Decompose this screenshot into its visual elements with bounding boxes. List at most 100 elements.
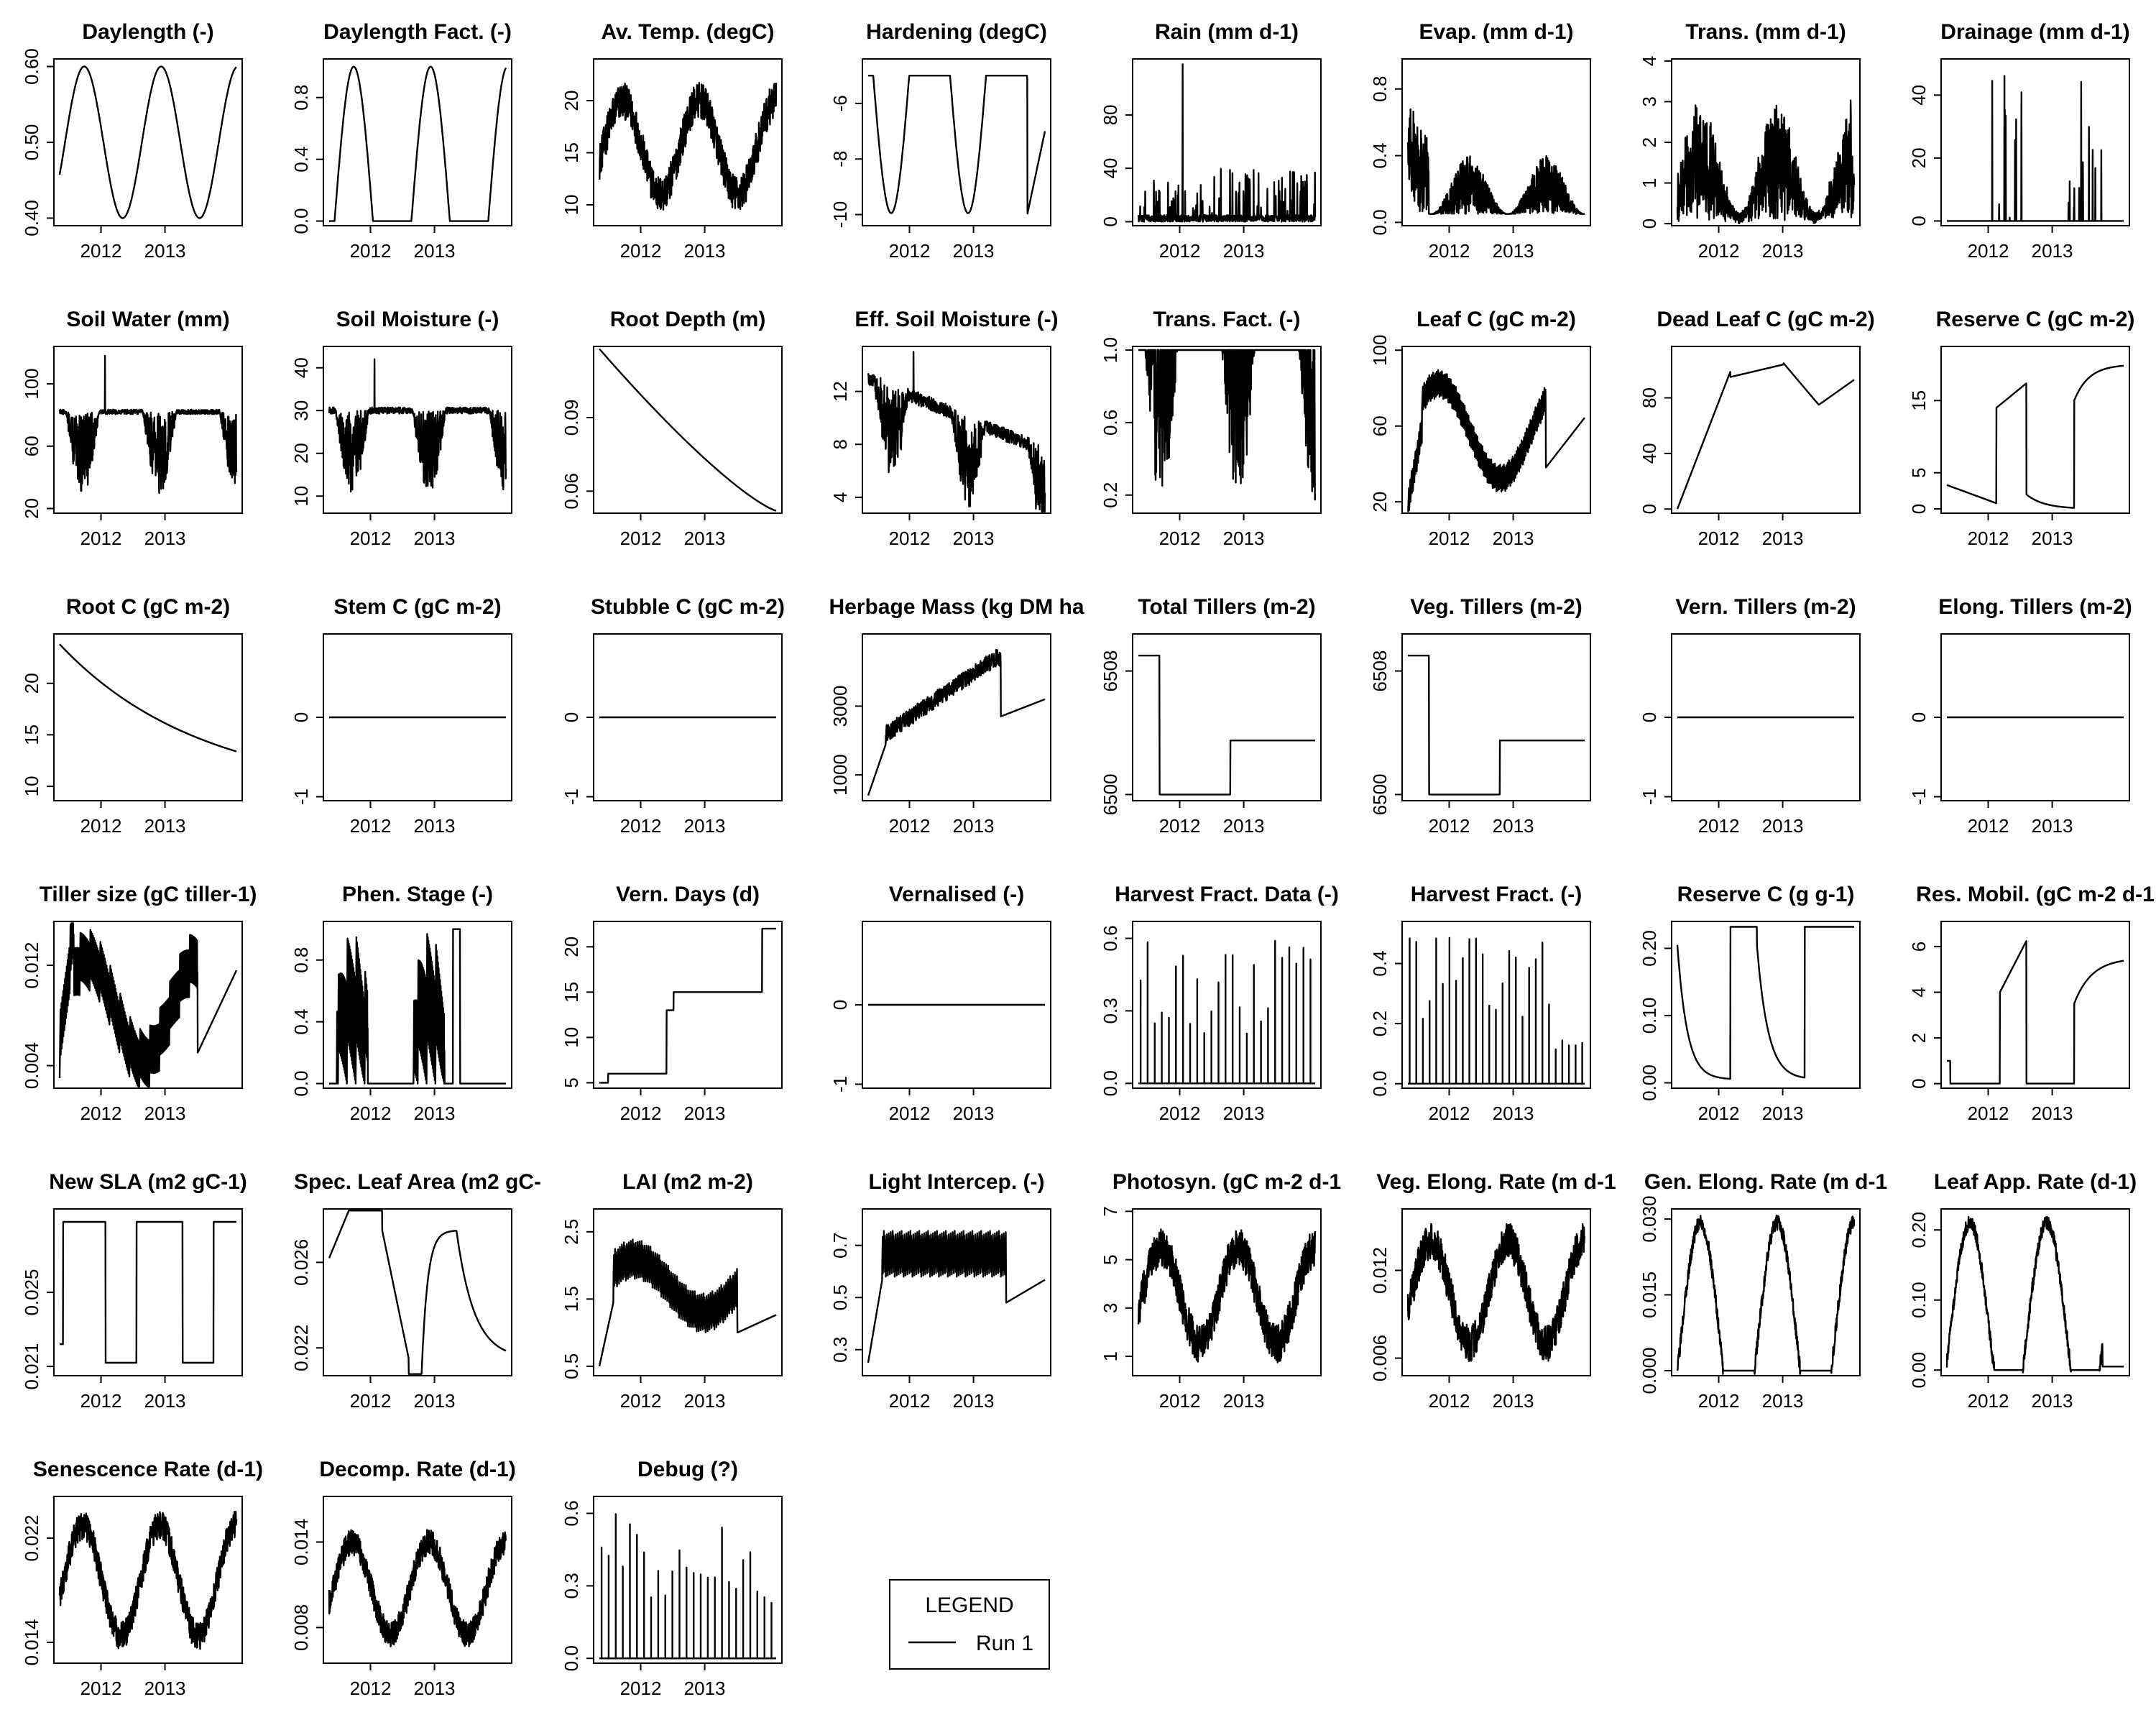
y-tick-label: 10	[561, 195, 582, 216]
y-tick-label: 0.012	[21, 942, 42, 989]
y-tick-label: 0.015	[1639, 1271, 1660, 1318]
y-tick-label: 100	[1369, 335, 1391, 366]
y-tick-label: 0.4	[1369, 950, 1391, 976]
y-tick-label: 1.0	[1100, 337, 1121, 363]
panel-title: Elong. Tillers (m-2)	[1938, 595, 2132, 619]
panel-title: Gen. Elong. Rate (m d-1	[1644, 1170, 1887, 1194]
y-tick-label: 0	[1908, 504, 1930, 514]
y-tick-label: 0.00	[1908, 1352, 1930, 1389]
panel-42: Decomp. Rate (d-1) 0.008 0.014 2012 2013	[290, 1458, 516, 1699]
x-tick-label: 2012	[889, 815, 931, 837]
series-line-run-1	[1946, 940, 2124, 1085]
panel-frame	[1132, 346, 1322, 514]
series-line-run-1	[598, 1238, 777, 1367]
y-tick-label: 0.6	[1100, 410, 1121, 436]
y-tick-label: 0	[1639, 504, 1660, 514]
y-tick-label: 0.022	[290, 1325, 312, 1371]
y-tick-label: -10	[829, 201, 851, 229]
legend-label-run-1: Run 1	[976, 1632, 1033, 1655]
x-tick-label: 2013	[144, 1390, 186, 1412]
panel-frame	[862, 1208, 1051, 1376]
y-tick-label: 5	[1908, 468, 1930, 478]
panel-40: Leaf App. Rate (d-1) 0.00 0.10 0.20 2012 2013	[1908, 1170, 2137, 1412]
x-tick-label: 2013	[414, 528, 456, 549]
panel-title: Phen. Stage (-)	[342, 883, 493, 906]
panel-3: Av. Temp. (degC) 10 15 20 2012 2013	[561, 20, 783, 262]
panel-title: Soil Water (mm)	[66, 308, 229, 331]
y-tick-label: 0.20	[1908, 1212, 1930, 1248]
y-tick-label: 0	[290, 712, 312, 722]
panel-12: Eff. Soil Moisture (-) 4 8 12 2012 2013	[829, 308, 1059, 549]
panel-33: New SLA (m2 gC-1) 0.021 0.025 2012 2013	[21, 1170, 247, 1412]
panel-title: Stubble C (gC m-2)	[591, 595, 785, 619]
x-tick-label: 2012	[1159, 815, 1201, 837]
y-tick-label: 40	[290, 357, 312, 378]
series-line-run-1	[599, 1513, 777, 1660]
panel-title: Res. Mobil. (gC m-2 d-1	[1916, 883, 2155, 906]
y-tick-label: 0.09	[561, 400, 582, 436]
y-tick-label: 20	[561, 91, 582, 111]
panel-title: Vern. Days (d)	[616, 883, 760, 906]
y-tick-label: 0.50	[21, 124, 42, 161]
x-tick-label: 2012	[1159, 1103, 1201, 1124]
x-tick-label: 2013	[684, 1678, 726, 1699]
x-tick-label: 2012	[620, 528, 662, 549]
panel-title: Eff. Soil Moisture (-)	[854, 308, 1058, 331]
panel-frame	[862, 633, 1051, 801]
panel-frame	[593, 58, 783, 226]
x-tick-label: 2013	[2032, 528, 2073, 549]
panel-frame	[1401, 58, 1591, 226]
y-tick-label: 0	[1908, 712, 1930, 722]
x-tick-label: 2013	[684, 815, 726, 837]
panel-title: Photosyn. (gC m-2 d-1	[1112, 1170, 1341, 1194]
y-tick-label: 0.40	[21, 200, 42, 236]
x-tick-label: 2012	[80, 1390, 122, 1412]
panel-frame	[1401, 346, 1591, 514]
series-line-run-1	[1138, 939, 1316, 1085]
panel-frame	[862, 346, 1051, 514]
y-tick-label: 0.4	[1369, 142, 1391, 168]
panel-title: Spec. Leaf Area (m2 gC-	[294, 1170, 541, 1194]
panel-title: Herbage Mass (kg DM ha	[829, 595, 1084, 619]
y-tick-label: 0.2	[1100, 482, 1121, 508]
y-tick-label: 0.4	[290, 147, 312, 172]
panel-title: Trans. Fact. (-)	[1153, 308, 1300, 331]
x-tick-label: 2012	[1968, 240, 2009, 262]
series-line-run-1	[58, 354, 238, 494]
x-tick-label: 2013	[1223, 1103, 1265, 1124]
panel-frame	[593, 346, 783, 514]
panel-17: Root C (gC m-2) 10 15 20 2012 2013	[21, 595, 243, 837]
panel-frame	[1671, 921, 1861, 1089]
panel-frame	[323, 58, 512, 226]
series-line-run-1	[328, 928, 507, 1085]
panel-25: Tiller size (gC tiller-1) 0.004 0.012 2012 2…	[21, 883, 257, 1124]
series-line-run-1	[328, 1529, 507, 1647]
y-tick-label: 4	[1639, 56, 1660, 66]
series-line-run-1	[867, 351, 1046, 512]
x-tick-label: 2012	[350, 1390, 392, 1412]
y-tick-label: 0.10	[1639, 998, 1660, 1034]
y-tick-label: 15	[561, 982, 582, 1003]
y-tick-label: 0.008	[290, 1604, 312, 1651]
panel-31: Reserve C (g g-1) 0.00 0.10 0.20 2012 2013	[1639, 883, 1861, 1124]
panel-frame	[1671, 346, 1861, 514]
panel-39: Gen. Elong. Rate (m d-1 0.000 0.015 0.030 20…	[1639, 1170, 1887, 1412]
x-tick-label: 2012	[1429, 815, 1470, 837]
panel-2: Daylength Fact. (-) 0.0 0.4 0.8 2012 2013	[290, 20, 512, 262]
x-tick-label: 2012	[1159, 1390, 1201, 1412]
x-tick-label: 2012	[620, 1390, 662, 1412]
panel-frame	[53, 58, 243, 226]
y-tick-label: 6500	[1100, 773, 1121, 815]
y-tick-label: 40	[1100, 158, 1121, 179]
x-tick-label: 2012	[1698, 1103, 1740, 1124]
y-tick-label: 20	[21, 498, 42, 519]
x-tick-label: 2013	[414, 240, 456, 262]
x-tick-label: 2013	[1223, 815, 1265, 837]
series-line-run-1	[1676, 362, 1855, 510]
x-tick-label: 2012	[620, 1678, 662, 1699]
x-tick-label: 2013	[144, 1678, 186, 1699]
y-tick-label: 3	[1639, 96, 1660, 106]
x-tick-label: 2012	[889, 240, 931, 262]
x-tick-label: 2013	[144, 1103, 186, 1124]
y-tick-label: 0	[1639, 712, 1660, 722]
